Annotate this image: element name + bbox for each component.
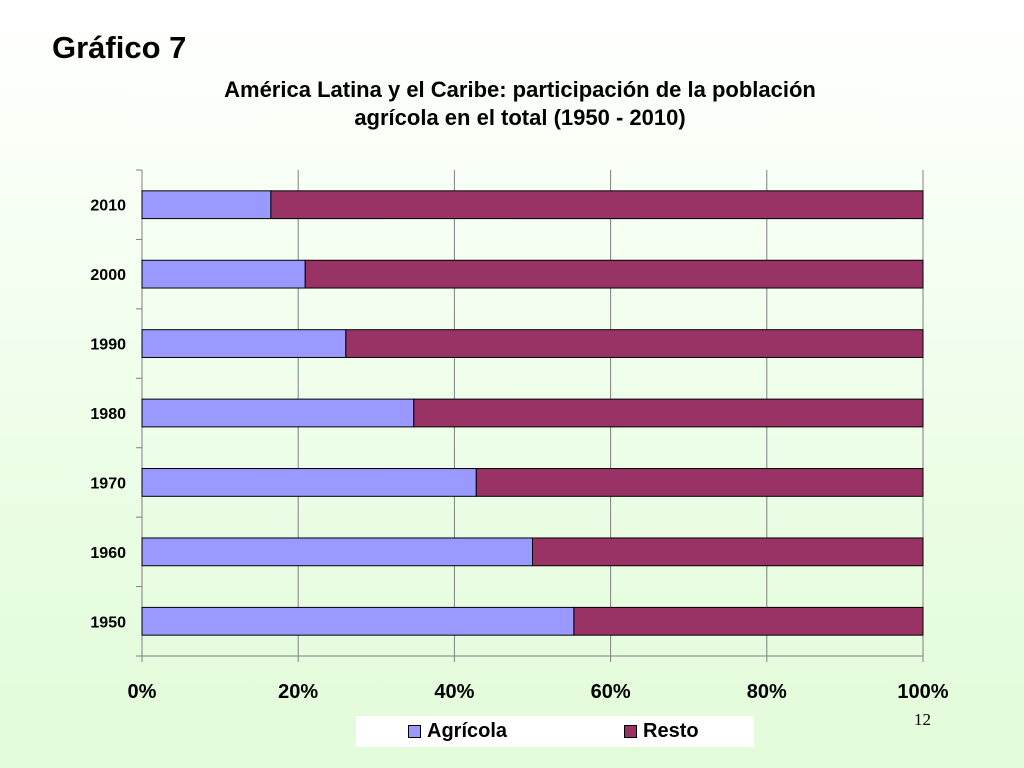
legend-label-agricola: Agrícola <box>427 720 508 742</box>
y-tick-label: 1970 <box>90 475 126 492</box>
legend-item-agricola: Agrícola <box>408 716 507 747</box>
y-tick-label: 1990 <box>90 337 126 354</box>
chart-title-line-2: agrícola en el total (1950 - 2010) <box>354 105 686 130</box>
page-number: 12 <box>914 710 931 729</box>
x-tick-label: 100% <box>897 681 948 703</box>
x-tick-label: 60% <box>591 681 631 703</box>
bar-resto <box>270 190 924 220</box>
chart-title: América Latina y el Caribe: participació… <box>160 76 880 132</box>
bar-agricola <box>141 606 575 636</box>
bar-agricola <box>141 398 415 428</box>
bar-resto <box>532 537 924 567</box>
legend-swatch-resto <box>624 725 637 738</box>
legend-swatch-agricola <box>408 725 421 738</box>
bar-agricola <box>141 468 477 497</box>
y-tick-label: 1960 <box>90 545 126 562</box>
x-tick-label: 0% <box>128 681 157 703</box>
bar-agricola <box>141 329 347 358</box>
y-tick-label: 2010 <box>90 198 126 215</box>
y-tick-label: 1980 <box>90 406 126 423</box>
y-tick-label: 2000 <box>90 267 126 284</box>
slide-heading: Gráfico 7 <box>52 30 187 65</box>
bar-resto <box>573 606 924 636</box>
bar-resto <box>413 398 924 428</box>
bar-resto <box>345 329 924 358</box>
legend-item-resto: Resto <box>624 716 699 747</box>
bar-resto <box>304 259 924 289</box>
bar-agricola <box>141 537 533 567</box>
bar-resto <box>475 468 924 497</box>
x-tick-label: 20% <box>278 681 318 703</box>
legend-label-resto: Resto <box>643 720 699 742</box>
x-tick-label: 80% <box>747 681 787 703</box>
x-tick-label: 40% <box>434 681 474 703</box>
chart-title-line-1: América Latina y el Caribe: participació… <box>224 77 816 102</box>
y-tick-label: 1950 <box>90 614 126 631</box>
bar-agricola <box>141 190 272 220</box>
bar-agricola <box>141 259 306 289</box>
chart-legend: Agrícola Resto <box>356 716 754 747</box>
